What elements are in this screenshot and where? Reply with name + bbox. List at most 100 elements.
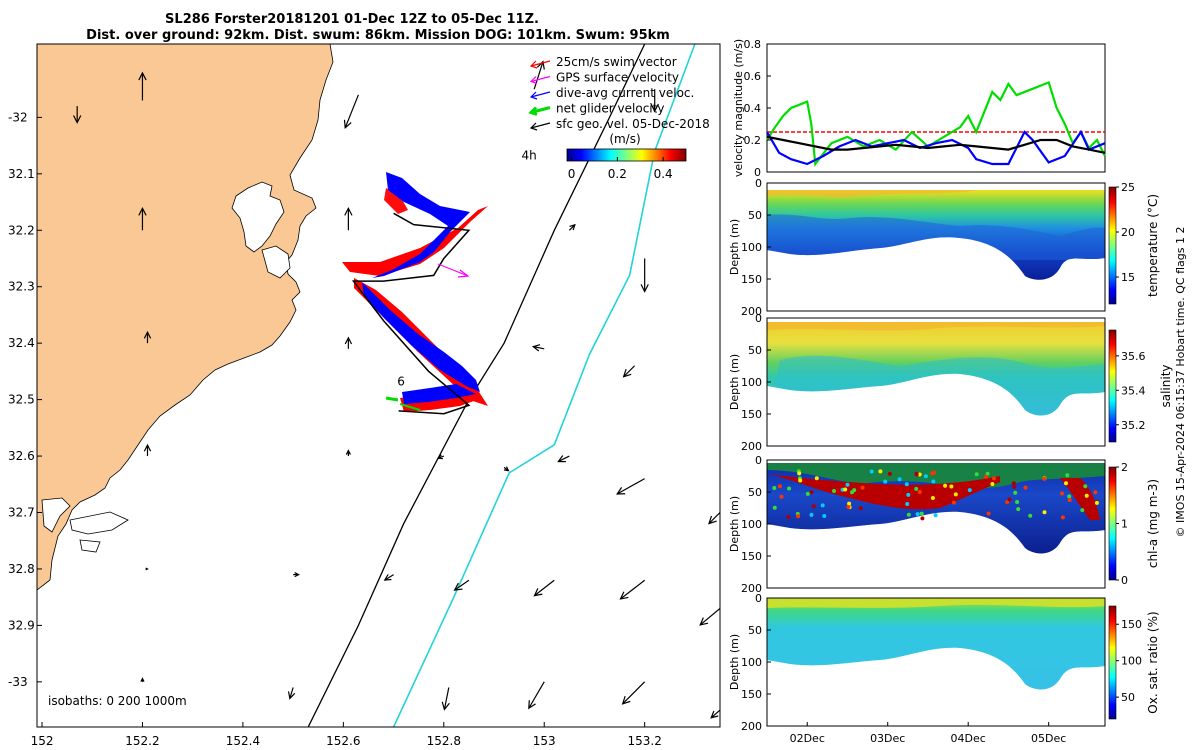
geo-vector-head [344, 336, 353, 345]
chla-dot [953, 492, 958, 497]
glider-track [342, 172, 488, 415]
chla-dot [1093, 490, 1098, 495]
chla-dot [992, 476, 996, 481]
velocity-axes: 0 0.2 0.4 0.6 0.8 [744, 38, 771, 179]
legend-swatch-head [529, 122, 538, 131]
chla-dot [805, 491, 810, 496]
geo-vector [710, 709, 720, 719]
colorbar-tick-label: 0.2 [608, 167, 627, 181]
colorbar-tick-label: 0 [1121, 574, 1128, 587]
section-ytick-label: 150 [741, 408, 762, 421]
section-colorbars [1108, 186, 1117, 720]
geo-vector-head [383, 574, 392, 581]
chla-dot [943, 483, 948, 488]
geo-vector [344, 94, 359, 129]
geo-vector [533, 61, 544, 90]
salinity-panel [766, 317, 1106, 447]
chla-dot [860, 485, 865, 490]
chla-dot [1011, 481, 1016, 486]
section-ytick-label: 50 [748, 624, 762, 637]
map-xtick-label: 152.8 [427, 734, 461, 748]
chla-dot [952, 500, 956, 505]
geo-vector [622, 681, 646, 705]
colorbar-tick-label: 50 [1121, 691, 1135, 704]
section-ytick-label: 100 [741, 376, 762, 389]
chla-dot [967, 488, 972, 493]
chla-dot [1067, 494, 1072, 499]
geo-vector-head [503, 466, 510, 472]
colorbar-tick-label: 1 [1121, 518, 1128, 531]
chla-dot [796, 514, 801, 519]
chla-dot [905, 502, 910, 506]
section-ytick-label: 200 [741, 582, 762, 595]
map-ytick-label: -33 [8, 675, 28, 689]
geo-vector-head [640, 284, 649, 293]
section-ytick-label: 0 [755, 312, 762, 325]
geo-vector [289, 687, 294, 699]
map-xtick-label: 153 [533, 734, 556, 748]
chla-dot [917, 472, 922, 477]
section-ytick-label: 50 [748, 209, 762, 222]
section-ytick-label: 100 [741, 518, 762, 531]
colorbar-tick-label: 150 [1121, 618, 1142, 631]
geo-vector-head [344, 206, 353, 216]
legend-swatch-head [529, 76, 538, 85]
section-ylabel: Depth (m) [728, 354, 741, 410]
geo-vector-head [138, 71, 147, 81]
section-ytick-label: 100 [741, 656, 762, 669]
velocity-ytick-label: 0.4 [744, 102, 762, 115]
legend-label: sfc geo. vel. 05-Dec-2018 [556, 117, 710, 131]
chla-dot [777, 484, 782, 489]
geo-vector-head [73, 115, 82, 124]
colorbar-tick-label: 35.4 [1121, 384, 1146, 397]
chla-dot [1084, 493, 1089, 498]
chla-dot [858, 506, 863, 511]
geo-vector-head [345, 449, 351, 455]
geo-vector-head [145, 567, 149, 571]
geo-vector [558, 455, 570, 463]
map-ytick-label: 32.2 [8, 223, 35, 237]
dive-avg-band [372, 172, 470, 278]
chla-dot [915, 512, 920, 517]
chla-dot [809, 490, 814, 495]
isobath-200m [307, 44, 646, 727]
legend-label: net glider velocity [556, 102, 664, 116]
chla-dot [869, 469, 874, 474]
colorbar-label: temperature (°C) [1146, 194, 1160, 297]
section-ylabel: Depth (m) [728, 219, 741, 275]
chla-dot [919, 511, 924, 516]
isobath-lines [307, 44, 696, 727]
net-glider-velocity [399, 403, 421, 411]
oxygen-panel [766, 597, 1106, 727]
chla-dot [986, 511, 991, 516]
gps-velocity-vector [437, 263, 470, 278]
track-map: 4h6 isobaths: 0 200 1000m 152 152.2 152.4 1… [8, 43, 721, 748]
chla-dot [809, 512, 814, 517]
velocity-series [766, 80, 1106, 167]
chla-dot [1015, 500, 1020, 504]
chla-dot [1094, 500, 1099, 505]
legend-label: GPS surface velocity [556, 71, 679, 85]
geo-vector-head [437, 454, 443, 460]
credit-text: © IMOS 15-Apr-2024 06:15:37 Hobart time.… [1174, 227, 1187, 538]
legend-label: dive-avg current veloc. [556, 86, 694, 100]
colorbar-gradient [566, 148, 687, 162]
chla-scatter [772, 469, 1099, 521]
legend-swatch-head [528, 106, 538, 116]
legend-label: 25cm/s swim vector [556, 55, 677, 69]
geo-vector-head [294, 572, 300, 578]
section-ylabel: Depth (m) [728, 634, 741, 690]
velocity-ytick-label: 0.6 [744, 70, 762, 83]
geo-vector-head [621, 696, 631, 705]
geo-velocity-vectors [73, 60, 720, 719]
chla-dot [820, 503, 825, 508]
land [37, 44, 334, 591]
chla-dot [846, 505, 851, 509]
temperature-panel [766, 182, 1106, 312]
chla-colorbar [1108, 466, 1117, 581]
section-ytick-label: 0 [755, 177, 762, 190]
oxygen-colorbar [1108, 605, 1117, 720]
legend-swatch [530, 60, 551, 67]
chla-dot [811, 504, 816, 509]
chla-dot [772, 486, 777, 490]
